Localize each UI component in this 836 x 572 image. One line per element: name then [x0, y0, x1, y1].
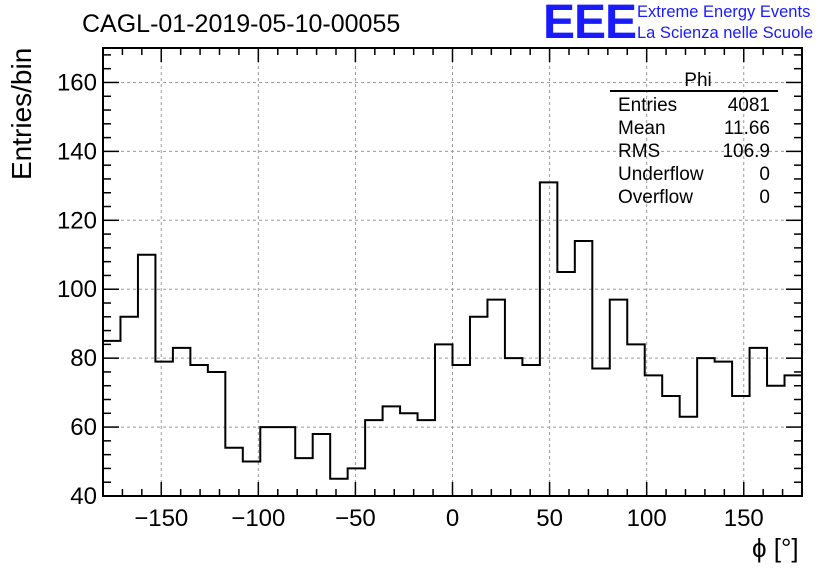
stats-value: 11.66 [723, 118, 770, 139]
chart-title: CAGL-01-2019-05-10-00055 [82, 10, 401, 38]
y-tick-label: 60 [70, 414, 97, 441]
eee-logo: EEE [543, 0, 637, 49]
y-tick-label: 120 [57, 207, 97, 234]
stats-value: 0 [759, 187, 770, 208]
grid-lines [103, 48, 802, 497]
axis-ticks [102, 48, 803, 497]
stats-row-mean: Mean 11.66 [610, 117, 778, 140]
stats-box-divider [610, 90, 778, 92]
y-tick-label: 80 [70, 345, 97, 372]
brand-tagline-line: La Scienza nelle Scuole [637, 24, 814, 42]
stats-box: Phi Entries 4081 Mean 11.66 RMS 106.9 Un… [610, 70, 778, 209]
histogram-step-line [103, 181, 802, 480]
x-tick-label: −100 [231, 505, 285, 532]
stats-row-underflow: Underflow 0 [610, 163, 778, 186]
stats-row-overflow: Overflow 0 [610, 186, 778, 209]
stats-label: Mean [618, 118, 666, 139]
x-tick-label: 0 [446, 505, 459, 532]
stats-label: Overflow [618, 187, 693, 208]
x-axis-label: ϕ [°] [752, 533, 799, 563]
stats-label: Entries [618, 95, 678, 116]
y-tick-label: 40 [70, 483, 97, 510]
x-tick-label: 150 [724, 505, 764, 532]
stats-box-title: Phi [684, 70, 712, 91]
stats-row-rms: RMS 106.9 [610, 140, 778, 163]
stats-row-entries: Entries 4081 [610, 94, 778, 117]
y-axis-label: Entries/bin [6, 47, 37, 180]
stats-label: Underflow [618, 164, 704, 185]
stats-value: 4081 [727, 95, 770, 116]
y-tick-label: 160 [57, 69, 97, 96]
x-tick-label: 100 [627, 505, 667, 532]
stats-label: RMS [618, 141, 661, 162]
x-tick-label: −50 [335, 505, 376, 532]
brand-name-line: Extreme Energy Events [637, 3, 811, 21]
y-tick-label: 140 [57, 138, 97, 165]
axis-tick-labels: −150 −100 −50 0 50 100 150 40 60 80 100 120 140 160 [57, 69, 764, 532]
x-tick-label: −150 [134, 505, 188, 532]
stats-value: 0 [759, 164, 770, 185]
stats-value: 106.9 [722, 141, 770, 162]
y-tick-label: 100 [57, 276, 97, 303]
x-tick-label: 50 [536, 505, 563, 532]
